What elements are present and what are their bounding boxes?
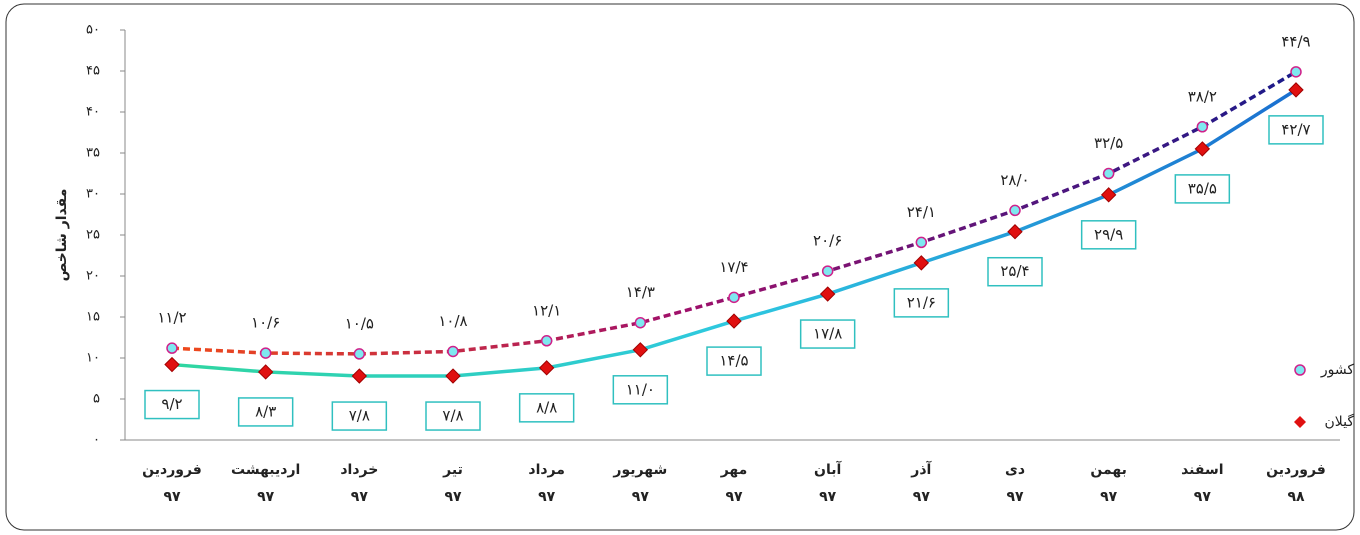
value-label: ۴۴/۹	[1281, 32, 1310, 50]
value-label: ۸/۳	[255, 402, 276, 420]
x-tick-label: آبان ۹۷	[814, 460, 842, 505]
value-label-box	[1174, 174, 1231, 204]
value-label: ۲۸/۰	[1000, 171, 1029, 189]
value-label: ۱۷/۸	[813, 325, 842, 343]
y-tick-label: ۲۵	[86, 228, 100, 243]
y-tick-label: ۴۰	[86, 105, 100, 120]
x-tick-label: مرداد ۹۷	[528, 462, 565, 505]
value-label: ۱۰/۵	[345, 314, 374, 332]
value-label-box	[518, 393, 575, 423]
frame	[5, 3, 1355, 531]
marker	[538, 360, 555, 376]
x-tick-label: فروردین ۹۸	[1266, 462, 1326, 505]
value-label: ۳۸/۲	[1188, 87, 1217, 105]
y-tick-label: ۴۵	[86, 64, 100, 79]
marker	[1009, 204, 1021, 217]
y-tick-label: ۱۰	[86, 351, 100, 366]
value-label-box	[144, 389, 200, 420]
marker	[1194, 141, 1211, 157]
legend-label: کشور	[1320, 362, 1354, 378]
x-tick-label: آذر ۹۷	[910, 460, 932, 505]
marker	[1100, 187, 1117, 203]
marker	[1288, 82, 1304, 98]
value-label: ۱۱/۰	[626, 380, 655, 398]
value-label: ۳۲/۵	[1094, 134, 1123, 152]
y-tick-label: ۳۵	[86, 146, 100, 161]
y-tick-label: ۵	[93, 392, 100, 407]
marker	[819, 286, 836, 302]
marker	[726, 313, 742, 329]
value-label-box	[425, 401, 481, 431]
y-tick-label: ۰	[93, 433, 100, 448]
value-label: ۹/۲	[161, 395, 182, 413]
marker	[634, 316, 647, 329]
value-label: ۲۹/۹	[1094, 225, 1123, 243]
marker	[447, 345, 459, 358]
value-label-box	[612, 375, 669, 405]
marker	[1102, 167, 1115, 180]
value-label-box	[1268, 115, 1324, 145]
value-label: ۱۰/۶	[251, 314, 280, 332]
value-label-box	[893, 288, 950, 318]
marker	[259, 347, 272, 359]
y-tick-label: ۵۰	[86, 23, 100, 38]
x-tick-label: بهمن ۹۷	[1090, 462, 1126, 505]
legend-label: گیلان	[1324, 413, 1354, 430]
value-label-box	[237, 397, 294, 427]
x-tick-label: شهریور ۹۷	[612, 462, 667, 505]
x-tick-label: فروردین ۹۷	[142, 462, 202, 505]
x-tick-label: خرداد ۹۷	[340, 462, 378, 505]
value-label: ۱۲/۱	[532, 301, 561, 319]
y-tick-label: ۳۰	[86, 187, 100, 202]
x-tick-label: مهر ۹۷	[720, 462, 748, 505]
value-label: ۴۲/۷	[1281, 120, 1310, 138]
value-label: ۱۱/۲	[157, 309, 186, 327]
marker	[632, 342, 649, 358]
legend-marker	[1294, 416, 1306, 428]
marker	[1007, 224, 1023, 240]
y-axis-label: مقدار شاخص	[54, 189, 70, 282]
marker	[445, 368, 461, 384]
marker	[540, 335, 553, 347]
x-tick-label: دی ۹۷	[1005, 462, 1025, 505]
value-label: ۱۰/۸	[438, 312, 467, 330]
value-label: ۱۷/۴	[719, 258, 748, 276]
value-label: ۲۵/۴	[1000, 262, 1029, 280]
x-tick-label: اردیبهشت ۹۷	[231, 462, 300, 505]
value-label-box	[1080, 220, 1137, 250]
y-tick-label: ۱۵	[86, 310, 100, 325]
marker	[351, 368, 368, 384]
value-label: ۲۴/۱	[907, 203, 936, 221]
value-label: ۳۵/۵	[1188, 179, 1217, 197]
value-label: ۲۰/۶	[813, 232, 842, 250]
x-tick-label: تیر ۹۷	[442, 462, 463, 505]
value-label-box	[799, 319, 856, 349]
marker	[166, 342, 178, 354]
marker	[821, 265, 834, 277]
y-tick-label: ۲۰	[86, 269, 100, 284]
marker	[913, 255, 930, 271]
value-label-box	[331, 401, 388, 431]
value-label: ۲۱/۶	[907, 293, 936, 311]
value-label: ۱۴/۵	[719, 352, 748, 370]
marker	[353, 348, 366, 360]
series-line	[171, 70, 1297, 356]
value-label: ۸/۸	[536, 398, 557, 416]
value-label: ۱۴/۳	[626, 283, 655, 301]
marker	[728, 291, 740, 304]
marker	[164, 356, 180, 373]
marker	[1290, 66, 1302, 78]
value-label: ۷/۸	[349, 407, 370, 425]
marker	[1196, 121, 1209, 133]
value-label-box	[706, 346, 762, 376]
x-tick-label: اسفند ۹۷	[1181, 462, 1223, 505]
legend-marker	[1294, 364, 1306, 376]
value-label-box	[987, 256, 1043, 287]
marker	[257, 364, 274, 380]
marker	[915, 236, 928, 249]
value-label: ۷/۸	[442, 407, 463, 425]
